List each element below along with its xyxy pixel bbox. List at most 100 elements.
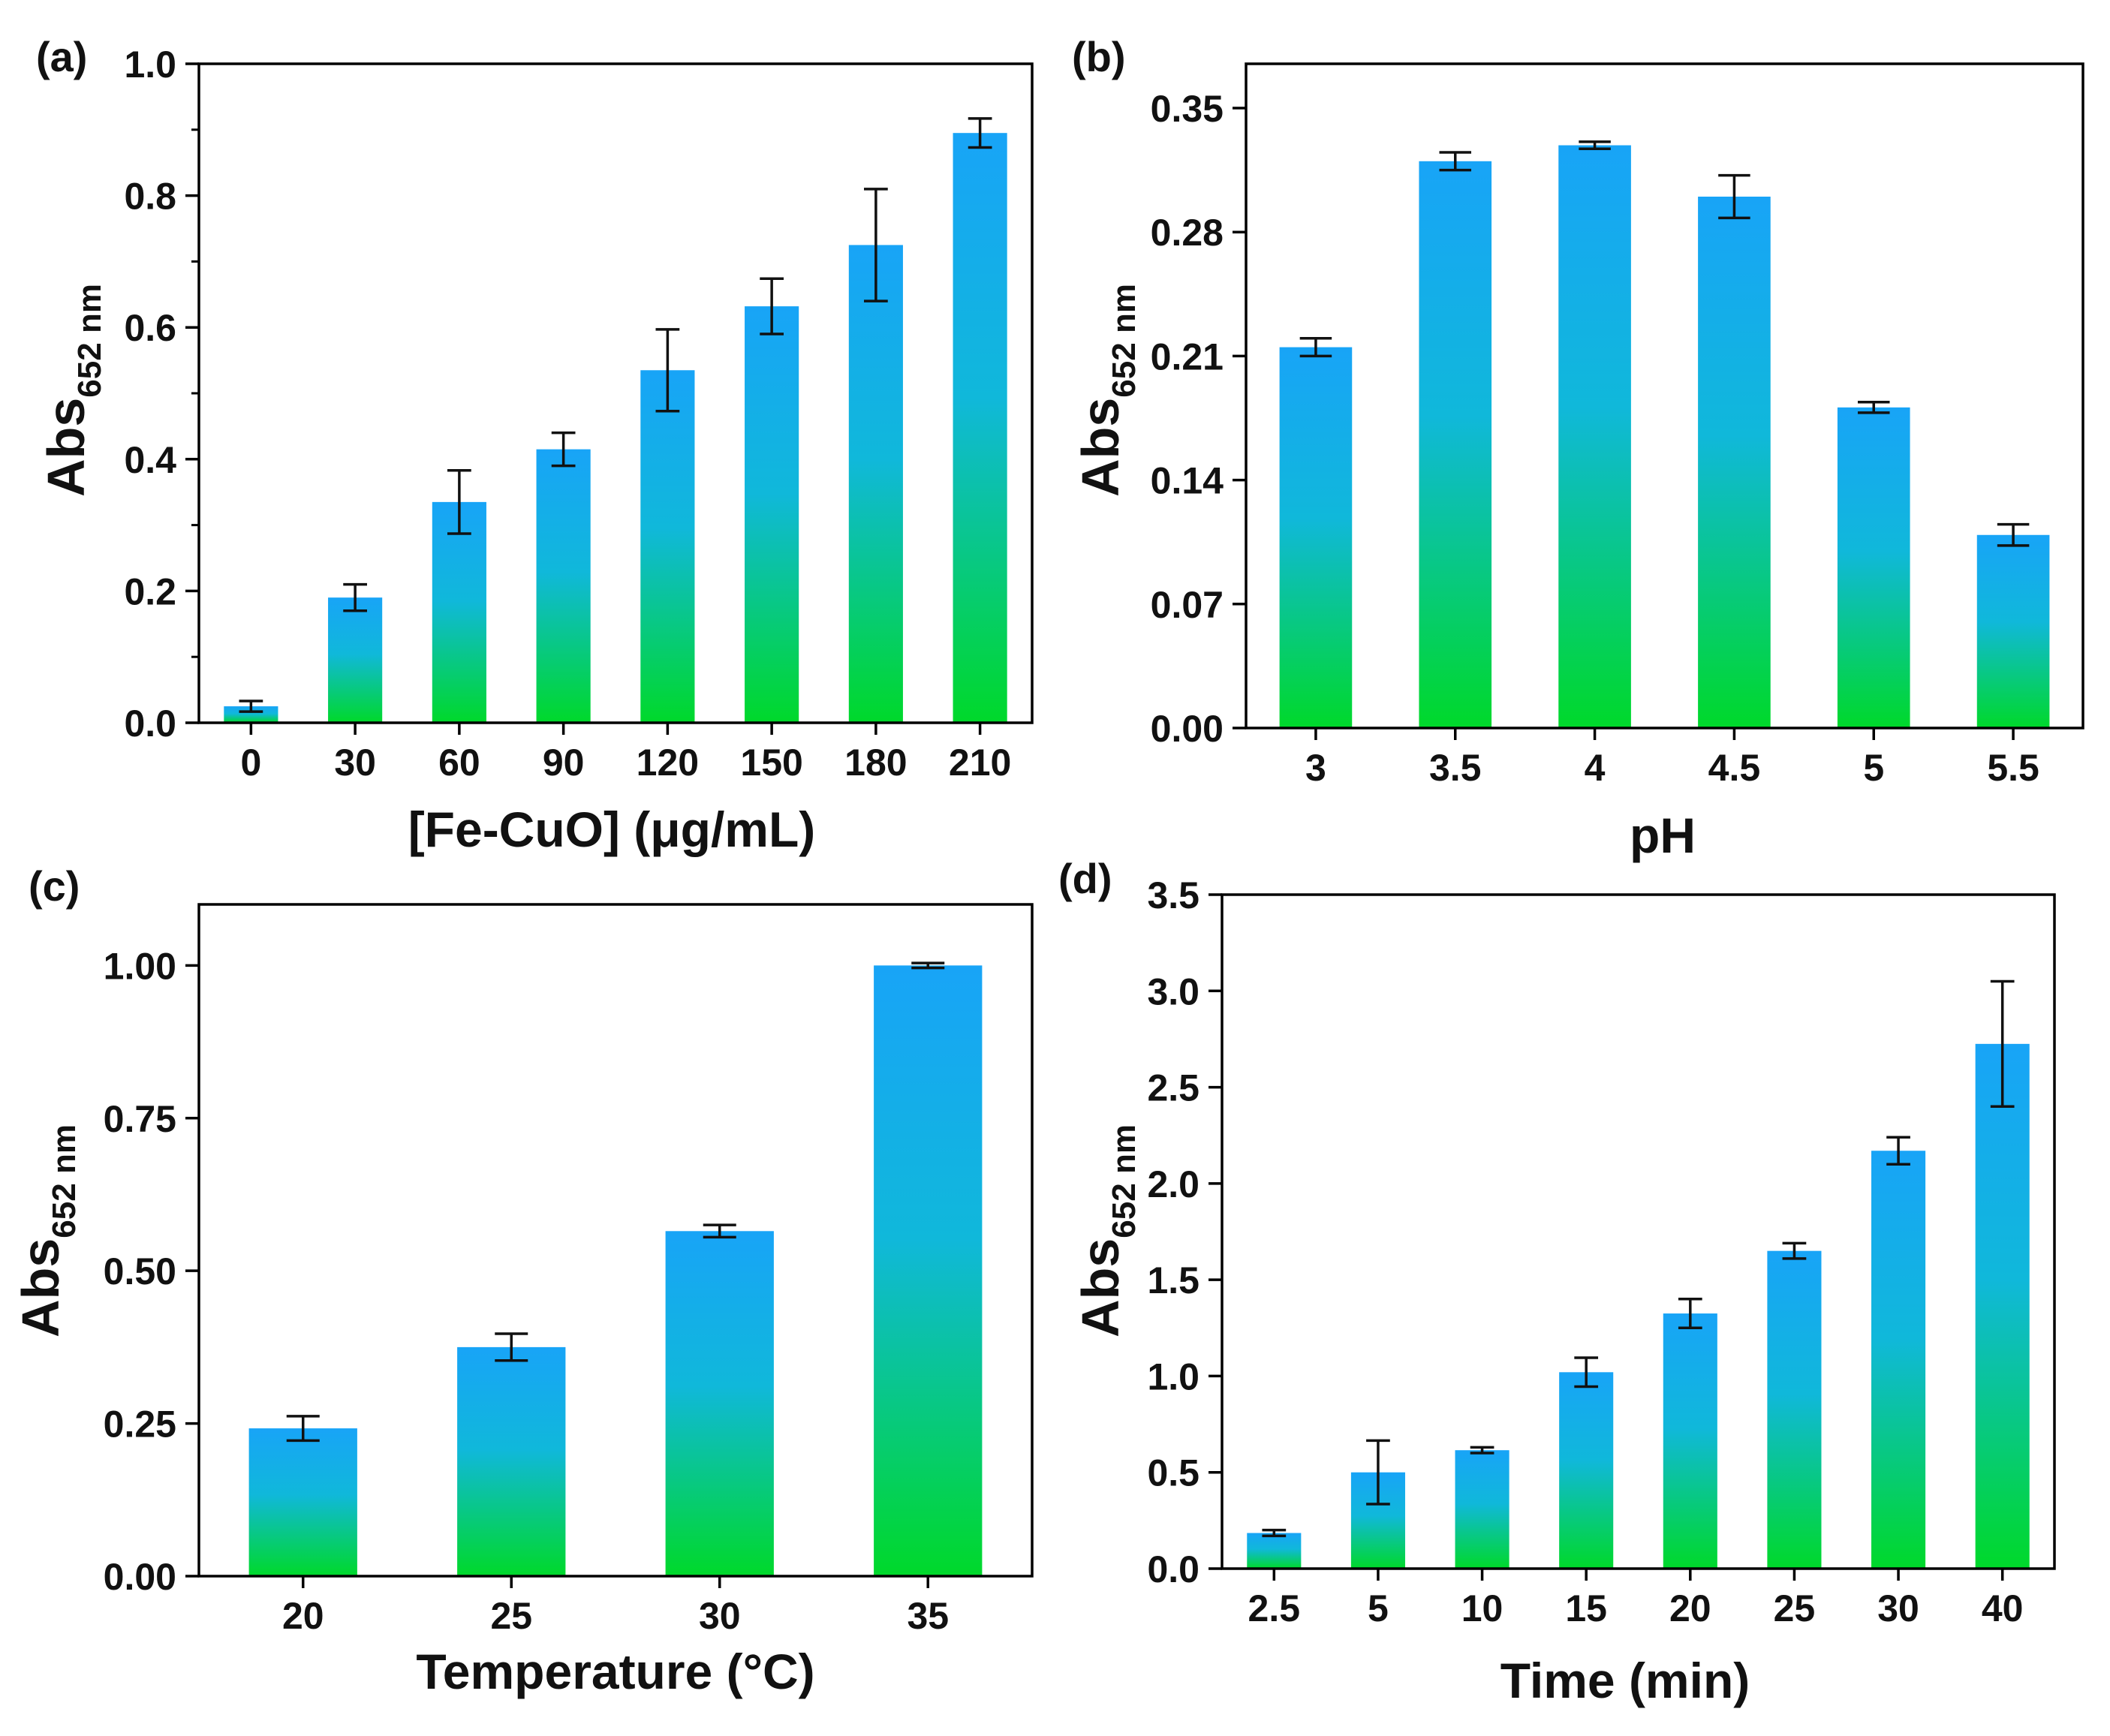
error-bar-a-0 [239, 700, 263, 713]
y-tick-label-a-0: 0.0 [124, 703, 176, 745]
x-tick-label-b-5: 5.5 [1987, 747, 2039, 789]
bar-d-2 [1455, 1450, 1510, 1569]
bar-c-3 [874, 965, 983, 1576]
plot-area-c: 20 25 30 35 0.00 0.25 0.50 0.75 1.00 [104, 903, 1034, 1637]
y-tick-label-a-1: 0.2 [124, 570, 176, 612]
error-bar-d-5 [1782, 1241, 1807, 1260]
bar-a-5 [745, 306, 799, 723]
error-bar-c-0 [286, 1415, 320, 1443]
y-tick-label-d-6: 3.0 [1147, 970, 1199, 1012]
y-tick-label-a-5: 1.0 [124, 44, 176, 86]
y-tick-label-b-3: 0.21 [1151, 335, 1224, 378]
y-tick-label-a-2: 0.4 [124, 439, 176, 481]
bar-c-1 [457, 1346, 566, 1576]
bar-c-2 [665, 1231, 774, 1576]
panel-label-a: (a) [36, 33, 87, 80]
error-bar-b-0 [1299, 337, 1332, 358]
bar-b-1 [1419, 161, 1492, 729]
y-tick-label-b-5: 0.35 [1151, 88, 1224, 130]
bar-c-0 [248, 1428, 357, 1576]
y-tick-label-d-4: 2.0 [1147, 1163, 1199, 1205]
y-tick-label-b-1: 0.07 [1151, 584, 1224, 626]
x-tick-label-b-4: 5 [1863, 747, 1884, 789]
error-bar-a-6 [864, 188, 888, 302]
plot-area-a: 0 30 60 90 120 150 180 210 0.0 0.2 0.4 0.6 0.8 1.0 [124, 44, 1034, 784]
y-axis-label-d-main: Abs [1071, 1238, 1130, 1337]
error-bar-b-4 [1857, 401, 1890, 414]
bar-d-0 [1247, 1533, 1302, 1569]
x-tick-label-b-1: 3.5 [1429, 747, 1482, 789]
x-tick-label-d-0: 2.5 [1248, 1587, 1301, 1629]
x-tick-label-c-0: 20 [282, 1595, 324, 1637]
x-axis-label-c: Temperature (°C) [416, 1644, 814, 1699]
y-tick-label-b-0: 0.00 [1151, 708, 1224, 750]
y-tick-label-c-0: 0.00 [104, 1556, 176, 1598]
plot-area-b: 3 3.5 4 4.5 5 5.5 0.00 0.07 0.14 0.21 0.28 0.35 [1151, 62, 2084, 789]
x-tick-label-d-1: 5 [1368, 1587, 1389, 1629]
error-bar-a-3 [551, 431, 576, 468]
y-axis-label-c: Abs652 nm [11, 1124, 83, 1337]
chart-panel-b: (b) 3 3.5 4 4.5 5 5.5 0.00 0.07 0.14 0.21 0.28 0.35… [1071, 33, 2084, 863]
x-tick-label-d-2: 10 [1461, 1587, 1503, 1629]
error-bar-a-2 [447, 468, 471, 535]
y-axis-label-a: Abs652 nm [37, 284, 108, 497]
panel-label-a-text: (a) [36, 33, 87, 80]
y-axis-label-d-sub: 652 nm [1106, 1124, 1142, 1238]
y-tick-label-d-1: 0.5 [1147, 1452, 1199, 1494]
panel-label-c: (c) [29, 862, 80, 910]
y-axis-label-d: Abs652 nm [1071, 1124, 1142, 1337]
y-tick-label-c-2: 0.50 [104, 1250, 176, 1292]
y-tick-label-d-7: 3.5 [1147, 874, 1199, 916]
bar-d-3 [1559, 1372, 1614, 1569]
x-tick-label-c-2: 30 [699, 1595, 741, 1637]
bar-a-3 [536, 449, 591, 723]
plot-frame-b [1245, 62, 2084, 730]
bar-b-3 [1698, 197, 1771, 728]
x-tick-label-c-3: 35 [907, 1595, 949, 1637]
bar-b-2 [1558, 145, 1631, 728]
x-tick-label-a-5: 150 [740, 742, 802, 784]
x-tick-label-a-7: 210 [949, 742, 1011, 784]
error-bar-d-3 [1574, 1356, 1599, 1388]
error-bar-d-1 [1366, 1439, 1390, 1506]
error-bar-a-7 [968, 117, 992, 149]
error-bar-c-2 [703, 1223, 736, 1239]
bar-a-6 [848, 245, 903, 723]
x-axis-label-d: Time (min) [1500, 1653, 1750, 1708]
error-bar-d-4 [1678, 1298, 1702, 1330]
y-tick-label-c-4: 1.00 [104, 945, 176, 987]
plot-frame-a [197, 62, 1034, 724]
bar-d-5 [1767, 1250, 1822, 1569]
y-tick-label-d-3: 1.5 [1147, 1259, 1199, 1301]
y-axis-label-b-sub: 652 nm [1106, 284, 1142, 398]
x-tick-label-d-7: 40 [1982, 1587, 2024, 1629]
y-axis-label-b-main: Abs [1071, 398, 1130, 497]
x-tick-label-c-1: 25 [490, 1595, 532, 1637]
bar-b-4 [1837, 407, 1910, 728]
y-axis-label-c-main: Abs [11, 1238, 70, 1337]
plot-area-d: 2.5 5 10 15 20 25 30 40 0.0 0.5 1.0 1.5 2.0 2.5 3.0 3.5 [1147, 874, 2056, 1629]
error-bar-b-1 [1439, 151, 1472, 172]
x-tick-label-a-1: 30 [334, 742, 376, 784]
error-bar-c-3 [911, 961, 945, 970]
bar-a-4 [640, 370, 695, 723]
panel-label-b: (b) [1072, 33, 1126, 80]
x-tick-label-a-2: 60 [438, 742, 480, 784]
bar-d-6 [1871, 1151, 1926, 1569]
x-tick-label-d-3: 15 [1565, 1587, 1607, 1629]
bar-a-1 [328, 597, 383, 723]
bar-b-0 [1279, 347, 1353, 728]
plot-frame-d [1221, 893, 2056, 1570]
error-bar-b-3 [1718, 173, 1750, 220]
chart-panel-d: (d) 2.5 5 10 15 20 25 30 40 0.0 0.5 1.0 1.5 2.0 2.5 3.… [1058, 855, 2056, 1708]
x-tick-label-b-2: 4 [1585, 747, 1606, 789]
x-tick-label-a-4: 120 [637, 742, 699, 784]
x-tick-label-b-3: 4.5 [1708, 747, 1761, 789]
error-bar-d-2 [1470, 1446, 1494, 1455]
bar-b-5 [1976, 534, 2050, 728]
y-tick-label-d-2: 1.0 [1147, 1355, 1199, 1398]
error-bar-b-5 [1997, 522, 2030, 547]
error-bar-d-7 [1990, 979, 2015, 1108]
x-tick-label-a-6: 180 [844, 742, 907, 784]
